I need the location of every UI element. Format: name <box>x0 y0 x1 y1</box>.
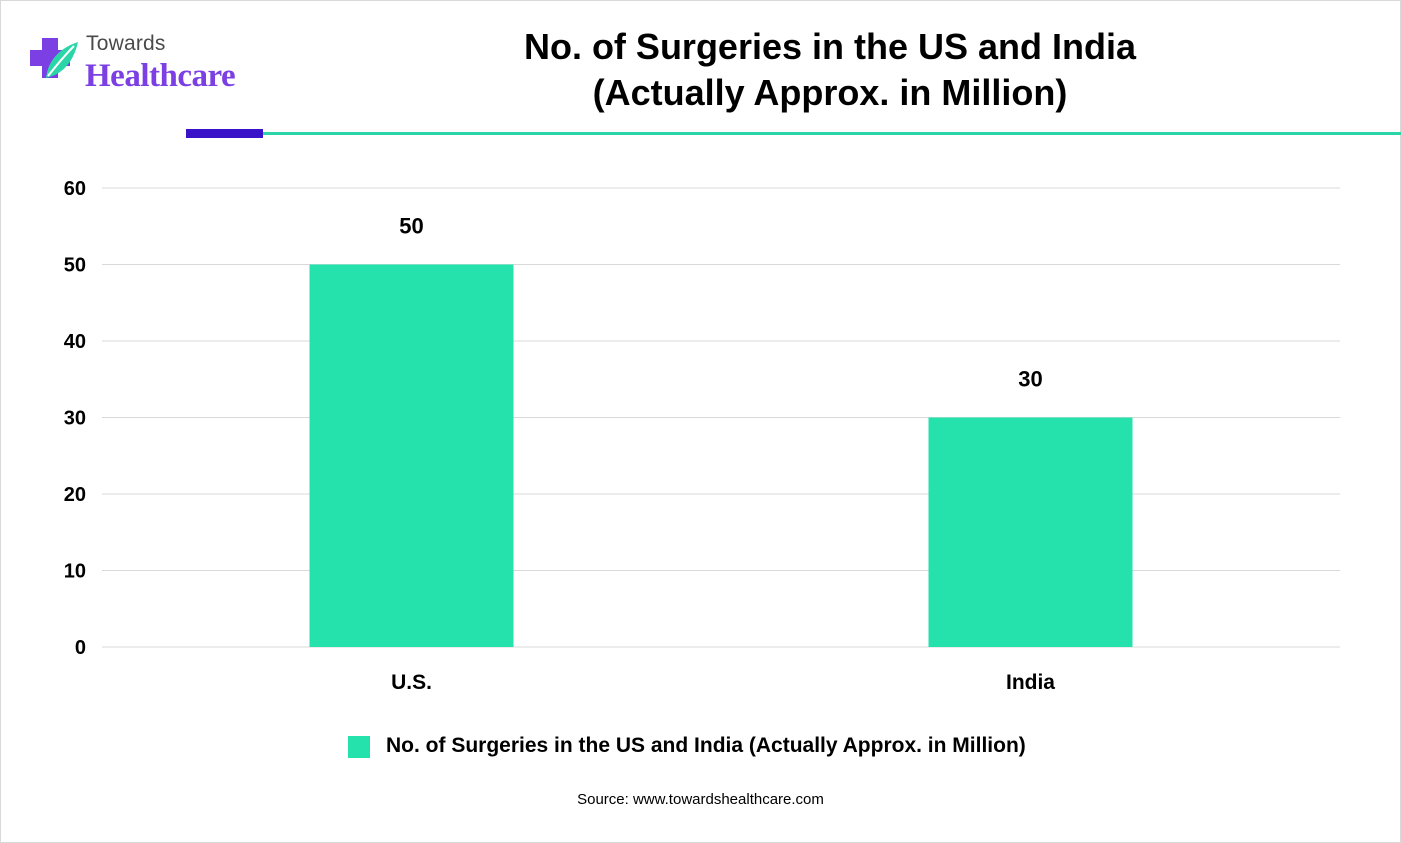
legend-label: No. of Surgeries in the US and India (Ac… <box>386 734 1026 757</box>
title-accent-block <box>186 129 263 138</box>
source-note: Source: www.towardshealthcare.com <box>577 791 824 808</box>
data-label: 30 <box>1018 367 1042 392</box>
y-tick-label: 20 <box>64 484 86 506</box>
title-underline <box>263 132 1401 135</box>
medical-cross-leaf-icon <box>30 38 78 78</box>
brand-wordmark-top: Towards <box>86 32 166 55</box>
x-category-label: U.S. <box>391 671 432 694</box>
y-tick-label: 10 <box>64 561 86 583</box>
chart-title: No. of Surgeries in the US and India (Ac… <box>380 24 1280 116</box>
y-tick-label: 60 <box>64 178 86 200</box>
brand-wordmark-main: Healthcare <box>85 58 236 94</box>
y-tick-label: 0 <box>75 637 86 659</box>
chart-title-line1: No. of Surgeries in the US and India <box>523 26 1137 67</box>
y-tick-label: 40 <box>64 331 86 353</box>
y-tick-label: 50 <box>64 255 86 277</box>
brand-logo: Towards Healthcare <box>24 30 264 100</box>
legend-swatch <box>348 736 370 758</box>
chart-title-line2: (Actually Approx. in Million) <box>592 72 1068 113</box>
x-category-label: India <box>1006 671 1055 694</box>
bar <box>309 264 514 647</box>
bar <box>928 417 1133 647</box>
y-tick-label: 30 <box>64 408 86 430</box>
data-label: 50 <box>399 214 423 239</box>
